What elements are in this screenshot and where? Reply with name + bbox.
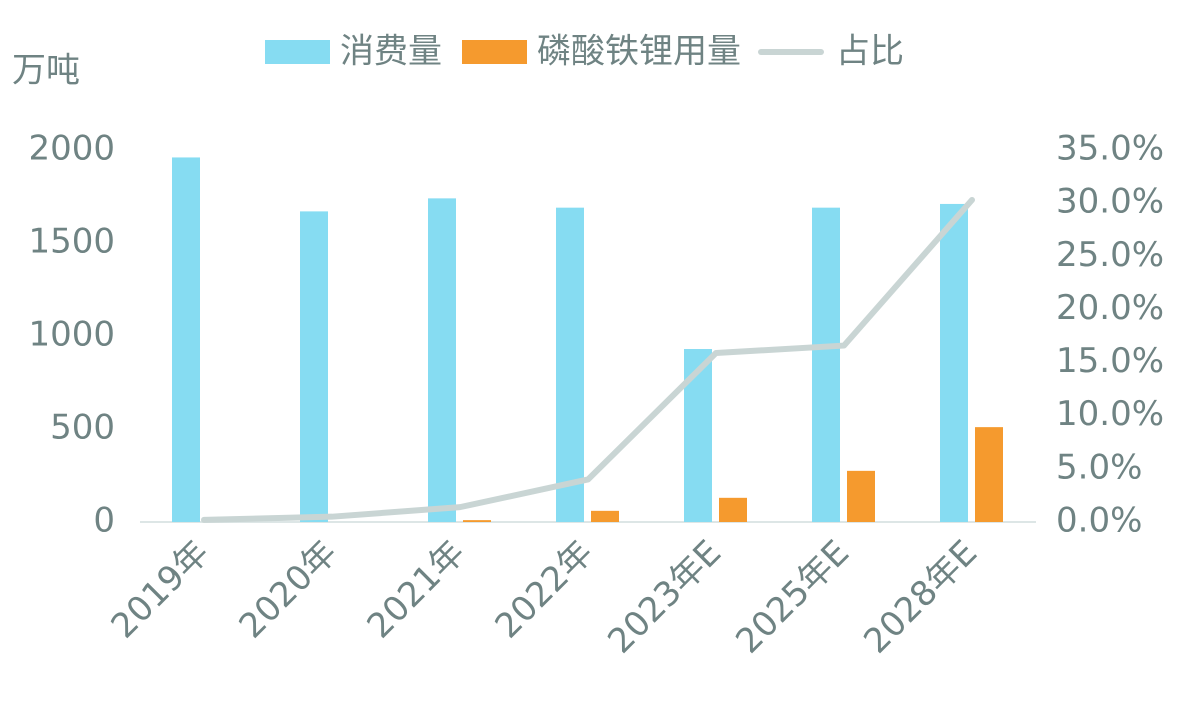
bar [556,207,584,522]
y2-tick-label: 25.0% [1056,235,1164,275]
bar [463,520,491,522]
line [201,196,975,523]
bar [428,198,456,523]
x-tick-label: 2023年E [600,533,729,662]
legend-swatch [265,40,330,64]
y2-tick-label: 35.0% [1056,129,1164,169]
legend-swatch [462,40,527,64]
legend-label: 消费量 [340,32,442,72]
bar [847,470,875,522]
y2-tick-label: 0.0% [1056,501,1142,541]
bar [975,427,1003,522]
x-tick-label: 2021年 [360,533,474,647]
bar [940,203,968,522]
x-tick-label: 2028年E [856,533,985,662]
y2-tick-label: 30.0% [1056,182,1164,222]
y-tick-label: 2000 [28,129,115,169]
y2-tick-label: 5.0% [1056,447,1142,487]
y-tick-label: 500 [50,408,115,448]
y2-tick-label: 20.0% [1056,288,1164,328]
x-tick-label: 2025年E [728,533,857,662]
y-axis-label: 万吨 [12,51,80,91]
bar [812,207,840,522]
x-tick-label: 2022年 [488,533,602,647]
y2-tick-label: 15.0% [1056,341,1164,381]
bar [172,157,200,522]
legend-label: 磷酸铁锂用量 [537,32,741,72]
y-tick-label: 1500 [28,222,115,262]
x-tick-label: 2020年 [232,533,346,647]
y2-tick-label: 10.0% [1056,394,1164,434]
y-tick-label: 0 [93,501,115,541]
bar [719,497,747,522]
legend-label: 占比 [836,32,904,72]
bar [300,211,328,522]
bar [591,510,619,522]
y-tick-label: 1000 [28,315,115,355]
x-tick-label: 2019年 [104,533,218,647]
